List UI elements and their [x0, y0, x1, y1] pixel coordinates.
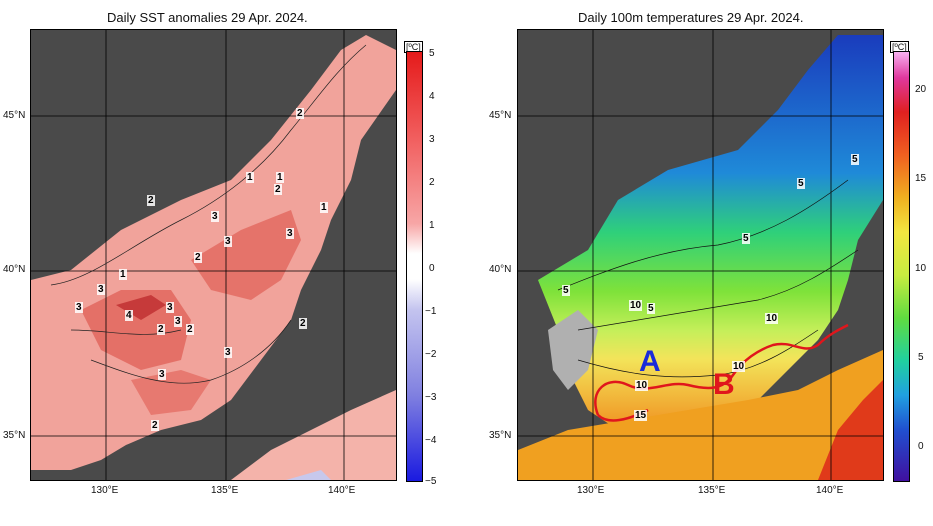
right-map-title: Daily 100m temperatures 29 Apr. 2024.	[578, 10, 804, 25]
colorbar-tick: 1	[429, 220, 435, 231]
contour-label: 5	[742, 233, 750, 244]
contour-label: 2	[186, 324, 194, 335]
hot-patch-3	[131, 370, 211, 415]
contour-label: 3	[166, 302, 174, 313]
colorbar-tick: 10	[915, 263, 927, 274]
temp-100m-map	[517, 29, 884, 481]
right-colorbar	[893, 51, 910, 482]
kuroshio-hot	[818, 380, 883, 480]
colorbar-tick: −4	[425, 435, 437, 446]
contour-label: 3	[174, 316, 182, 327]
colorbar-tick: −2	[425, 349, 437, 360]
colorbar-tick: −3	[425, 392, 437, 403]
contour-label: 2	[296, 108, 304, 119]
marker-b: B	[713, 368, 735, 401]
cold-patch	[286, 470, 331, 480]
colorbar-tick: 20	[915, 84, 927, 95]
sst-anomaly-panel: Daily SST anomalies 29 Apr. 2024.	[0, 0, 460, 526]
contour-label: 2	[274, 184, 282, 195]
colorbar-tick: 0	[429, 263, 435, 274]
lon-label: 135°E	[211, 485, 239, 496]
colorbar-tick: 15	[915, 173, 927, 184]
colorbar-tick: 2	[429, 177, 435, 188]
contour-label: 3	[224, 236, 232, 247]
lat-label: 35°N	[3, 430, 26, 441]
contour-label: 10	[635, 380, 649, 391]
contour-label: 5	[797, 178, 805, 189]
left-colorbar	[406, 51, 423, 482]
contour-label: 3	[158, 369, 166, 380]
left-map-title: Daily SST anomalies 29 Apr. 2024.	[107, 10, 308, 25]
colorbar-tick: 5	[918, 352, 924, 363]
lon-label: 140°E	[816, 485, 844, 496]
hot-patch-2	[191, 210, 301, 300]
colorbar-tick: 4	[429, 91, 435, 102]
contour-label: 1	[276, 172, 284, 183]
colorbar-tick: 3	[429, 134, 435, 145]
contour-label: 3	[286, 228, 294, 239]
lat-label: 45°N	[3, 110, 26, 121]
lat-label: 40°N	[3, 264, 26, 275]
marker-a: A	[639, 345, 661, 378]
south-warm-sea	[518, 350, 883, 480]
colorbar-tick: 5	[429, 48, 435, 59]
contour-label: 4	[125, 310, 133, 321]
lon-label: 130°E	[577, 485, 605, 496]
contour-label: 3	[224, 347, 232, 358]
sst-anomaly-map	[30, 29, 397, 481]
contour-label: 10	[765, 313, 779, 324]
contour-label: 5	[647, 303, 655, 314]
sst-anomaly-map-graphic	[31, 30, 396, 480]
contour-label: 3	[211, 211, 219, 222]
lat-label: 35°N	[489, 430, 512, 441]
contour-label: 10	[629, 300, 643, 311]
hot-patch-1	[81, 290, 191, 370]
contour-label: 5	[562, 285, 570, 296]
hot-core	[116, 295, 166, 320]
contour-label: 1	[246, 172, 254, 183]
lat-label: 45°N	[489, 110, 512, 121]
lon-label: 130°E	[91, 485, 119, 496]
contour-label: 3	[97, 284, 105, 295]
lon-label: 135°E	[698, 485, 726, 496]
contour-label: 1	[119, 269, 127, 280]
contour-label: 5	[851, 154, 859, 165]
colorbar-tick: −5	[425, 476, 437, 487]
front-line	[594, 323, 849, 416]
sea-area	[538, 35, 883, 430]
temp-100m-panel: Daily 100m temperatures 29 Apr. 2024.	[460, 0, 933, 526]
contour-label: 15	[634, 410, 648, 421]
contour-label: 1	[320, 202, 328, 213]
contour-label: 2	[151, 420, 159, 431]
contour-label: 2	[194, 252, 202, 263]
pacific-area	[231, 390, 396, 480]
shelf-gray	[548, 310, 598, 390]
contour-label: 2	[299, 318, 307, 329]
temp-100m-map-graphic	[518, 30, 883, 480]
contour-label: 2	[147, 195, 155, 206]
colorbar-tick: −1	[425, 306, 437, 317]
contour-label: 3	[75, 302, 83, 313]
contour-label: 2	[157, 324, 165, 335]
contour-label: 10	[732, 361, 746, 372]
lat-label: 40°N	[489, 264, 512, 275]
colorbar-tick: 0	[918, 441, 924, 452]
lon-label: 140°E	[328, 485, 356, 496]
